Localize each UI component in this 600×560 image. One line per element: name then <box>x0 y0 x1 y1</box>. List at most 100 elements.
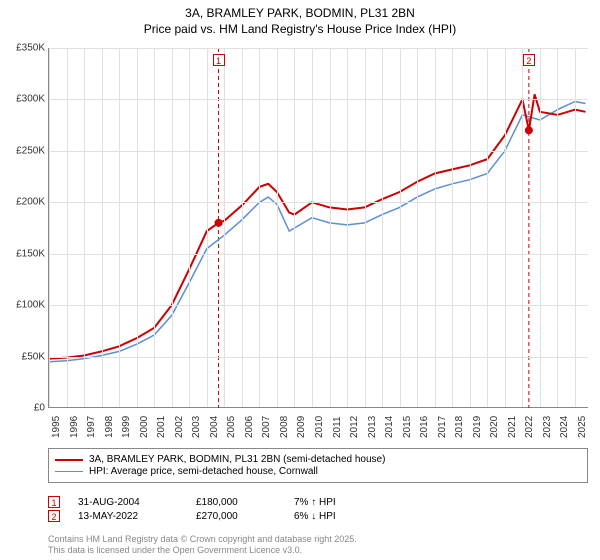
legend-swatch <box>55 459 83 461</box>
x-tick-label: 2012 <box>349 416 360 438</box>
x-tick-label: 2011 <box>332 416 343 438</box>
footer-line1: Contains HM Land Registry data © Crown c… <box>48 534 357 545</box>
y-tick-label: £300K <box>5 94 45 105</box>
event-delta: 6% ↓ HPI <box>294 511 336 522</box>
x-tick-label: 2001 <box>156 416 167 438</box>
gridline-v <box>137 48 138 407</box>
chart-svg <box>49 48 588 407</box>
x-tick-label: 2010 <box>314 416 325 438</box>
x-tick-label: 2022 <box>524 416 535 438</box>
gridline-v <box>505 48 506 407</box>
gridline-v <box>49 48 50 407</box>
x-tick-label: 1995 <box>51 416 62 438</box>
legend-item: 3A, BRAMLEY PARK, BODMIN, PL31 2BN (semi… <box>55 454 581 465</box>
event-data-row: 131-AUG-2004£180,0007% ↑ HPI <box>48 496 588 508</box>
legend-swatch <box>55 471 83 473</box>
event-price: £180,000 <box>196 497 276 508</box>
gridline-h <box>49 305 588 306</box>
gridline-h <box>49 254 588 255</box>
x-tick-label: 2015 <box>402 416 413 438</box>
y-tick-label: £100K <box>5 300 45 311</box>
gridline-v <box>487 48 488 407</box>
gridline-v <box>382 48 383 407</box>
y-tick-label: £150K <box>5 248 45 259</box>
gridline-v <box>540 48 541 407</box>
x-tick-label: 2009 <box>296 416 307 438</box>
chart-legend: 3A, BRAMLEY PARK, BODMIN, PL31 2BN (semi… <box>48 448 588 483</box>
gridline-v <box>522 48 523 407</box>
gridline-v <box>224 48 225 407</box>
event-date: 31-AUG-2004 <box>78 497 178 508</box>
gridline-v <box>347 48 348 407</box>
legend-item: HPI: Average price, semi-detached house,… <box>55 466 581 477</box>
event-date: 13-MAY-2022 <box>78 511 178 522</box>
gridline-v <box>172 48 173 407</box>
x-tick-label: 2013 <box>367 416 378 438</box>
gridline-h <box>49 48 588 49</box>
x-tick-label: 2018 <box>454 416 465 438</box>
title-line2: Price paid vs. HM Land Registry's House … <box>0 22 600 38</box>
gridline-v <box>400 48 401 407</box>
gridline-v <box>84 48 85 407</box>
event-marker-dot <box>215 219 223 227</box>
x-tick-label: 2007 <box>261 416 272 438</box>
x-tick-label: 1999 <box>121 416 132 438</box>
gridline-v <box>557 48 558 407</box>
footer-line2: This data is licensed under the Open Gov… <box>48 545 357 556</box>
title-line1: 3A, BRAMLEY PARK, BODMIN, PL31 2BN <box>0 6 600 22</box>
gridline-v <box>189 48 190 407</box>
gridline-v <box>470 48 471 407</box>
x-tick-label: 2005 <box>226 416 237 438</box>
y-tick-label: £350K <box>5 43 45 54</box>
gridline-v <box>365 48 366 407</box>
gridline-h <box>49 151 588 152</box>
x-tick-label: 2023 <box>542 416 553 438</box>
x-tick-label: 2003 <box>191 416 202 438</box>
event-marker-inline: 2 <box>48 510 60 522</box>
x-tick-label: 2008 <box>279 416 290 438</box>
gridline-v <box>417 48 418 407</box>
event-data-row: 2 13-MAY-2022 £270,000 6% ↓ HPI <box>48 510 588 522</box>
event-price: £270,000 <box>196 511 276 522</box>
x-tick-label: 2020 <box>489 416 500 438</box>
gridline-v <box>67 48 68 407</box>
x-tick-label: 2014 <box>384 416 395 438</box>
event-delta: 7% ↑ HPI <box>294 497 336 508</box>
gridline-v <box>312 48 313 407</box>
x-tick-label: 2004 <box>209 416 220 438</box>
gridline-v <box>435 48 436 407</box>
x-tick-label: 2002 <box>174 416 185 438</box>
event-marker-box: 2 <box>523 54 535 66</box>
x-tick-label: 1996 <box>69 416 80 438</box>
x-tick-label: 1997 <box>86 416 97 438</box>
event-marker-box: 1 <box>213 54 225 66</box>
event-marker-dot <box>525 126 533 134</box>
gridline-h <box>49 202 588 203</box>
legend-label: 3A, BRAMLEY PARK, BODMIN, PL31 2BN (semi… <box>89 454 385 465</box>
x-tick-label: 2017 <box>437 416 448 438</box>
legend-label: HPI: Average price, semi-detached house,… <box>89 466 318 477</box>
y-tick-label: £200K <box>5 197 45 208</box>
x-tick-label: 2021 <box>507 416 518 438</box>
footer-attribution: Contains HM Land Registry data © Crown c… <box>48 534 357 556</box>
gridline-v <box>294 48 295 407</box>
gridline-h <box>49 99 588 100</box>
gridline-v <box>119 48 120 407</box>
gridline-v <box>207 48 208 407</box>
gridline-v <box>242 48 243 407</box>
y-tick-label: £50K <box>5 351 45 362</box>
event-data-table: 131-AUG-2004£180,0007% ↑ HPI213-MAY-2022… <box>48 494 588 524</box>
gridline-v <box>452 48 453 407</box>
gridline-v <box>259 48 260 407</box>
chart-title: 3A, BRAMLEY PARK, BODMIN, PL31 2BN Price… <box>0 0 600 39</box>
x-tick-label: 1998 <box>104 416 115 438</box>
gridline-v <box>102 48 103 407</box>
gridline-v <box>277 48 278 407</box>
x-tick-label: 2024 <box>559 416 570 438</box>
y-tick-label: £0 <box>5 403 45 414</box>
gridline-h <box>49 357 588 358</box>
x-tick-label: 2006 <box>244 416 255 438</box>
gridline-v <box>154 48 155 407</box>
chart-plot-area: 12 <box>48 48 588 408</box>
x-tick-label: 2019 <box>472 416 483 438</box>
